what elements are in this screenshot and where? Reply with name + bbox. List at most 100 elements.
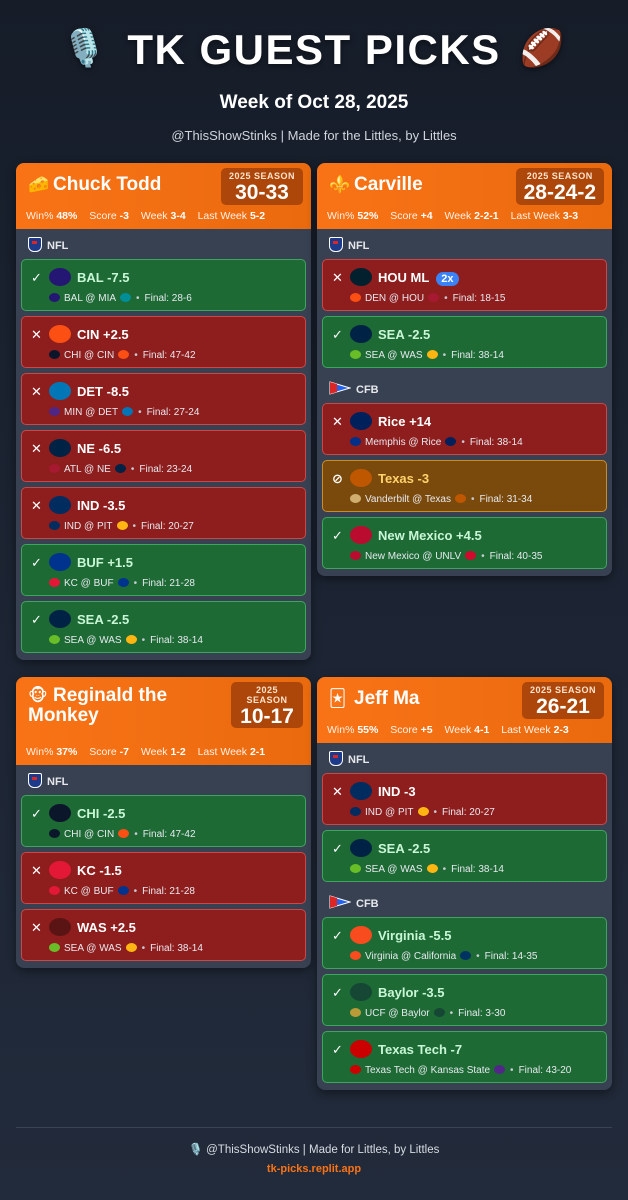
league-header-nfl: NFL bbox=[317, 229, 612, 259]
pick-text: DET -8.5 bbox=[77, 384, 130, 399]
at-separator: @ bbox=[386, 293, 402, 304]
guest-name-text: Chuck Todd bbox=[53, 174, 162, 195]
home-team-logo-icon bbox=[454, 494, 466, 503]
x-icon: ✕ bbox=[31, 327, 42, 342]
team-logo-icon bbox=[350, 412, 372, 430]
home-team: MIA bbox=[98, 293, 117, 304]
pick-text: IND -3 bbox=[378, 784, 416, 799]
final-score: Final: 14-35 bbox=[484, 951, 538, 962]
x-icon: ✕ bbox=[31, 920, 42, 935]
season-record-box: 2025 SEASON 30-33 bbox=[220, 168, 303, 205]
team-logo-icon bbox=[49, 918, 71, 936]
final-score: Final: 47-42 bbox=[142, 829, 196, 840]
card-header: 🐵 Reginald the Monkey 2025 SEASON 10-17 W… bbox=[16, 677, 311, 765]
check-icon: ✓ bbox=[31, 555, 42, 570]
stat-week: Week 2-2-1 bbox=[444, 210, 499, 222]
away-team-logo-icon bbox=[350, 951, 361, 960]
league-name: CFB bbox=[356, 384, 379, 396]
stat-last-week: Last Week 2-1 bbox=[197, 746, 266, 758]
home-team: DET bbox=[98, 407, 119, 418]
team-logo-icon bbox=[350, 469, 372, 487]
season-record: 30-33 bbox=[235, 181, 289, 204]
at-separator: @ bbox=[77, 886, 94, 897]
stat-win-percent: Win% 37% bbox=[26, 746, 78, 758]
team-logo-icon bbox=[49, 610, 71, 628]
at-separator: @ bbox=[81, 350, 97, 361]
away-team: CHI bbox=[64, 350, 82, 361]
home-team-logo-icon bbox=[494, 1065, 506, 1074]
pick-row: ✕ DET -8.5 MIN @ DET • Final: 27-24 bbox=[21, 373, 306, 425]
card-header: 🃏 Jeff Ma 2025 SEASON 26-21 Win% 55% Scor… bbox=[317, 677, 612, 743]
away-team: SEA bbox=[64, 943, 84, 954]
pick-text: CHI -2.5 bbox=[77, 806, 126, 821]
pick-text: KC -1.5 bbox=[77, 863, 122, 878]
away-team-logo-icon bbox=[49, 886, 60, 895]
pick-label: Baylor -3.5 bbox=[378, 985, 444, 1000]
away-team: KC bbox=[64, 578, 78, 589]
pick-row: ✓ BAL -7.5 BAL @ MIA • Final: 28-6 bbox=[21, 259, 306, 311]
away-team-logo-icon bbox=[350, 350, 361, 359]
final-score: Final: 21-28 bbox=[142, 578, 195, 589]
team-logo-icon bbox=[49, 439, 71, 457]
team-logo-icon bbox=[350, 325, 372, 343]
pick-text: Baylor -3.5 bbox=[378, 985, 445, 1000]
pick-text: IND -3.5 bbox=[77, 498, 126, 513]
site-link[interactable]: tk-picks.replit.app bbox=[266, 1163, 362, 1175]
dot-separator: • bbox=[442, 864, 447, 875]
home-team: California bbox=[413, 951, 457, 962]
matchup-line: SEA @ WAS • Final: 38-14 bbox=[350, 864, 504, 875]
league-name: NFL bbox=[47, 240, 69, 252]
dot-separator: • bbox=[141, 635, 146, 646]
league-header-nfl: NFL bbox=[16, 765, 311, 795]
dot-separator: • bbox=[461, 437, 465, 448]
team-logo-icon bbox=[350, 926, 372, 944]
guest-name: 🃏 Jeff Ma bbox=[329, 689, 529, 709]
away-team: CHI bbox=[64, 829, 82, 840]
away-team-logo-icon bbox=[350, 864, 361, 873]
week-subtitle: Week of Oct 28, 2025 bbox=[219, 92, 409, 113]
matchup-line: UCF @ Baylor • Final: 3-30 bbox=[350, 1008, 505, 1019]
at-separator: @ bbox=[83, 943, 100, 954]
nfl-shield-icon bbox=[329, 751, 343, 766]
final-score: Final: 38-14 bbox=[451, 864, 504, 875]
pick-text: Texas -3 bbox=[378, 471, 430, 486]
away-team-logo-icon bbox=[350, 437, 361, 446]
team-logo-icon bbox=[49, 268, 71, 286]
at-separator: @ bbox=[81, 829, 97, 840]
pick-row: ✓ Texas Tech -7 Texas Tech @ Kansas State •… bbox=[322, 1031, 607, 1083]
home-team: HOU bbox=[401, 293, 425, 304]
away-team: Memphis bbox=[365, 437, 406, 448]
away-team-logo-icon bbox=[49, 407, 60, 416]
season-label: 2025 SEASON bbox=[228, 171, 295, 181]
nfl-shield-icon bbox=[28, 773, 42, 788]
guest-card-reginald-the-monkey: 🐵 Reginald the Monkey 2025 SEASON 10-17 W… bbox=[16, 677, 311, 968]
dot-separator: • bbox=[449, 1008, 454, 1019]
guest-card-chuck-todd: 🧀 Chuck Todd 2025 SEASON 30-33 Win% 48% S… bbox=[16, 163, 311, 660]
matchup-line: SEA @ WAS • Final: 38-14 bbox=[350, 350, 504, 361]
away-team: New Mexico bbox=[365, 551, 420, 562]
matchup-line: Vanderbilt @ Texas • Final: 31-34 bbox=[350, 494, 532, 505]
at-separator: @ bbox=[414, 1065, 431, 1076]
pick-label: Texas -3 bbox=[378, 471, 429, 486]
matchup-line: KC @ BUF • Final: 21-28 bbox=[49, 578, 195, 589]
team-logo-icon bbox=[49, 804, 71, 822]
microphone-icon: 🎙️ bbox=[61, 27, 109, 68]
joker-card-icon: 🃏 bbox=[329, 689, 347, 708]
pick-label: DET -8.5 bbox=[77, 384, 129, 399]
home-team-logo-icon bbox=[445, 437, 457, 446]
guest-name: 🐵 Reginald the Monkey bbox=[28, 686, 228, 726]
pick-label: SEA -2.5 bbox=[77, 612, 129, 627]
away-team-logo-icon bbox=[350, 1065, 361, 1074]
x-icon: ✕ bbox=[332, 784, 343, 799]
dot-separator: • bbox=[136, 293, 140, 304]
stat-score: Score +5 bbox=[390, 724, 433, 736]
home-team-logo-icon bbox=[426, 864, 438, 873]
pick-text: NE -6.5 bbox=[77, 441, 122, 456]
dot-separator: • bbox=[470, 494, 475, 505]
away-team-logo-icon bbox=[350, 494, 361, 503]
matchup-line: SEA @ WAS • Final: 38-14 bbox=[49, 635, 203, 646]
stat-win-percent: Win% 48% bbox=[26, 210, 78, 222]
season-record: 28-24-2 bbox=[523, 181, 596, 204]
pick-label: Virginia -5.5 bbox=[378, 928, 451, 943]
dot-separator: • bbox=[481, 551, 485, 562]
